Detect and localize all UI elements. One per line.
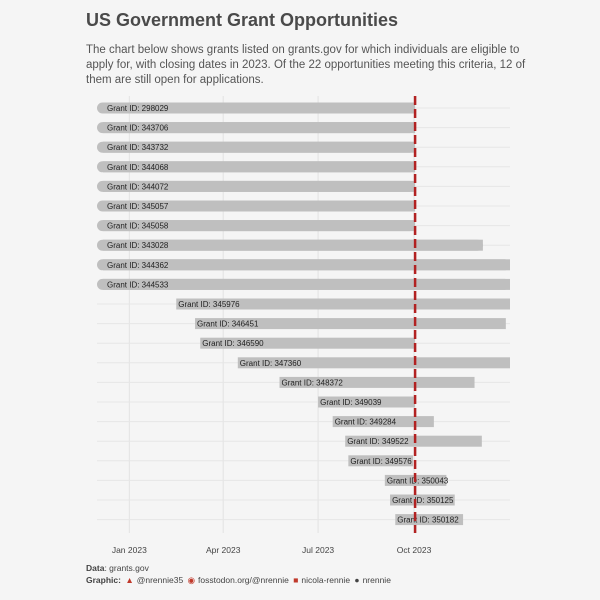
grant-bar-body	[103, 180, 416, 192]
grant-bar	[395, 514, 464, 526]
twitter-handle[interactable]: @nrennie35	[136, 575, 184, 585]
grant-label: Grant ID: 344068	[107, 163, 169, 172]
grant-bar	[279, 376, 475, 388]
grant-label: Grant ID: 346590	[202, 339, 264, 348]
grant-label: Grant ID: 349522	[347, 437, 409, 446]
grant-label: Grant ID: 344533	[107, 280, 169, 289]
linkedin-icon: ■	[293, 575, 299, 585]
grant-bar-body	[103, 239, 483, 251]
grant-label: Grant ID: 344362	[107, 261, 169, 270]
grant-bar-body	[103, 259, 510, 271]
twitter-icon: ▲	[125, 575, 134, 585]
grant-label: Grant ID: 349039	[320, 398, 382, 407]
grant-bar	[318, 396, 416, 408]
chart-subtitle: The chart below shows grants listed on g…	[86, 44, 526, 86]
grant-bar-body	[103, 200, 416, 212]
grant-label: Grant ID: 343732	[107, 143, 169, 152]
grant-bar	[345, 435, 482, 447]
x-tick-label: Jul 2023	[302, 545, 334, 555]
grant-bar	[200, 337, 416, 349]
data-source: Data: grants.gov	[86, 563, 149, 573]
github-icon: ●	[354, 575, 360, 585]
grant-bar-body	[103, 102, 416, 114]
grant-label: Grant ID: 350125	[392, 496, 454, 505]
grant-bar-body	[103, 122, 416, 134]
data-source-value: grants.gov	[109, 563, 149, 573]
grant-label: Grant ID: 350182	[397, 516, 459, 525]
grant-bar	[332, 416, 434, 428]
grant-label: Grant ID: 345058	[107, 222, 169, 231]
x-tick-label: Apr 2023	[206, 545, 241, 555]
grant-bar	[390, 494, 455, 506]
grant-label: Grant ID: 349284	[335, 418, 397, 427]
x-tick-label: Oct 2023	[397, 545, 432, 555]
graphic-label: Graphic:	[86, 575, 121, 585]
grant-bar-body	[103, 278, 510, 290]
grant-bar	[195, 318, 506, 330]
grant-label: Grant ID: 344072	[107, 182, 169, 191]
grant-bar	[348, 455, 414, 467]
grant-label: Grant ID: 343706	[107, 124, 169, 133]
grant-label: Grant ID: 347360	[240, 359, 302, 368]
grant-label: Grant ID: 346451	[197, 320, 259, 329]
grant-label: Grant ID: 349576	[350, 457, 412, 466]
mastodon-handle[interactable]: fosstodon.org/@nrennie	[198, 575, 289, 585]
github-handle[interactable]: nrennie	[362, 575, 391, 585]
grant-label: Grant ID: 343028	[107, 241, 169, 250]
chart-title: US Government Grant Opportunities	[86, 10, 399, 30]
grant-bar-body	[103, 220, 416, 232]
grant-label: Grant ID: 298029	[107, 104, 169, 113]
grant-label: Grant ID: 345976	[178, 300, 240, 309]
data-source-label: Data	[86, 563, 105, 573]
caption: Data: grants.gov Graphic: ▲ @nrennie35 ◉ f…	[86, 562, 391, 586]
x-tick-label: Jan 2023	[112, 545, 147, 555]
grant-bar-body	[103, 141, 416, 153]
grant-bar	[176, 298, 510, 310]
linkedin-handle[interactable]: nicola-rennie	[301, 575, 351, 585]
graphic-credits: Graphic: ▲ @nrennie35 ◉ fosstodon.org/@nre…	[86, 574, 391, 586]
mastodon-icon: ◉	[187, 575, 195, 585]
grant-label: Grant ID: 348372	[282, 378, 344, 387]
grant-timeline-chart: Grant ID: 298029 Grant ID: 343706 Grant ID…	[97, 96, 510, 555]
grant-label: Grant ID: 350043	[387, 476, 449, 485]
grant-label: Grant ID: 345057	[107, 202, 169, 211]
grant-bar-body	[103, 161, 416, 173]
grant-bar	[237, 357, 510, 369]
